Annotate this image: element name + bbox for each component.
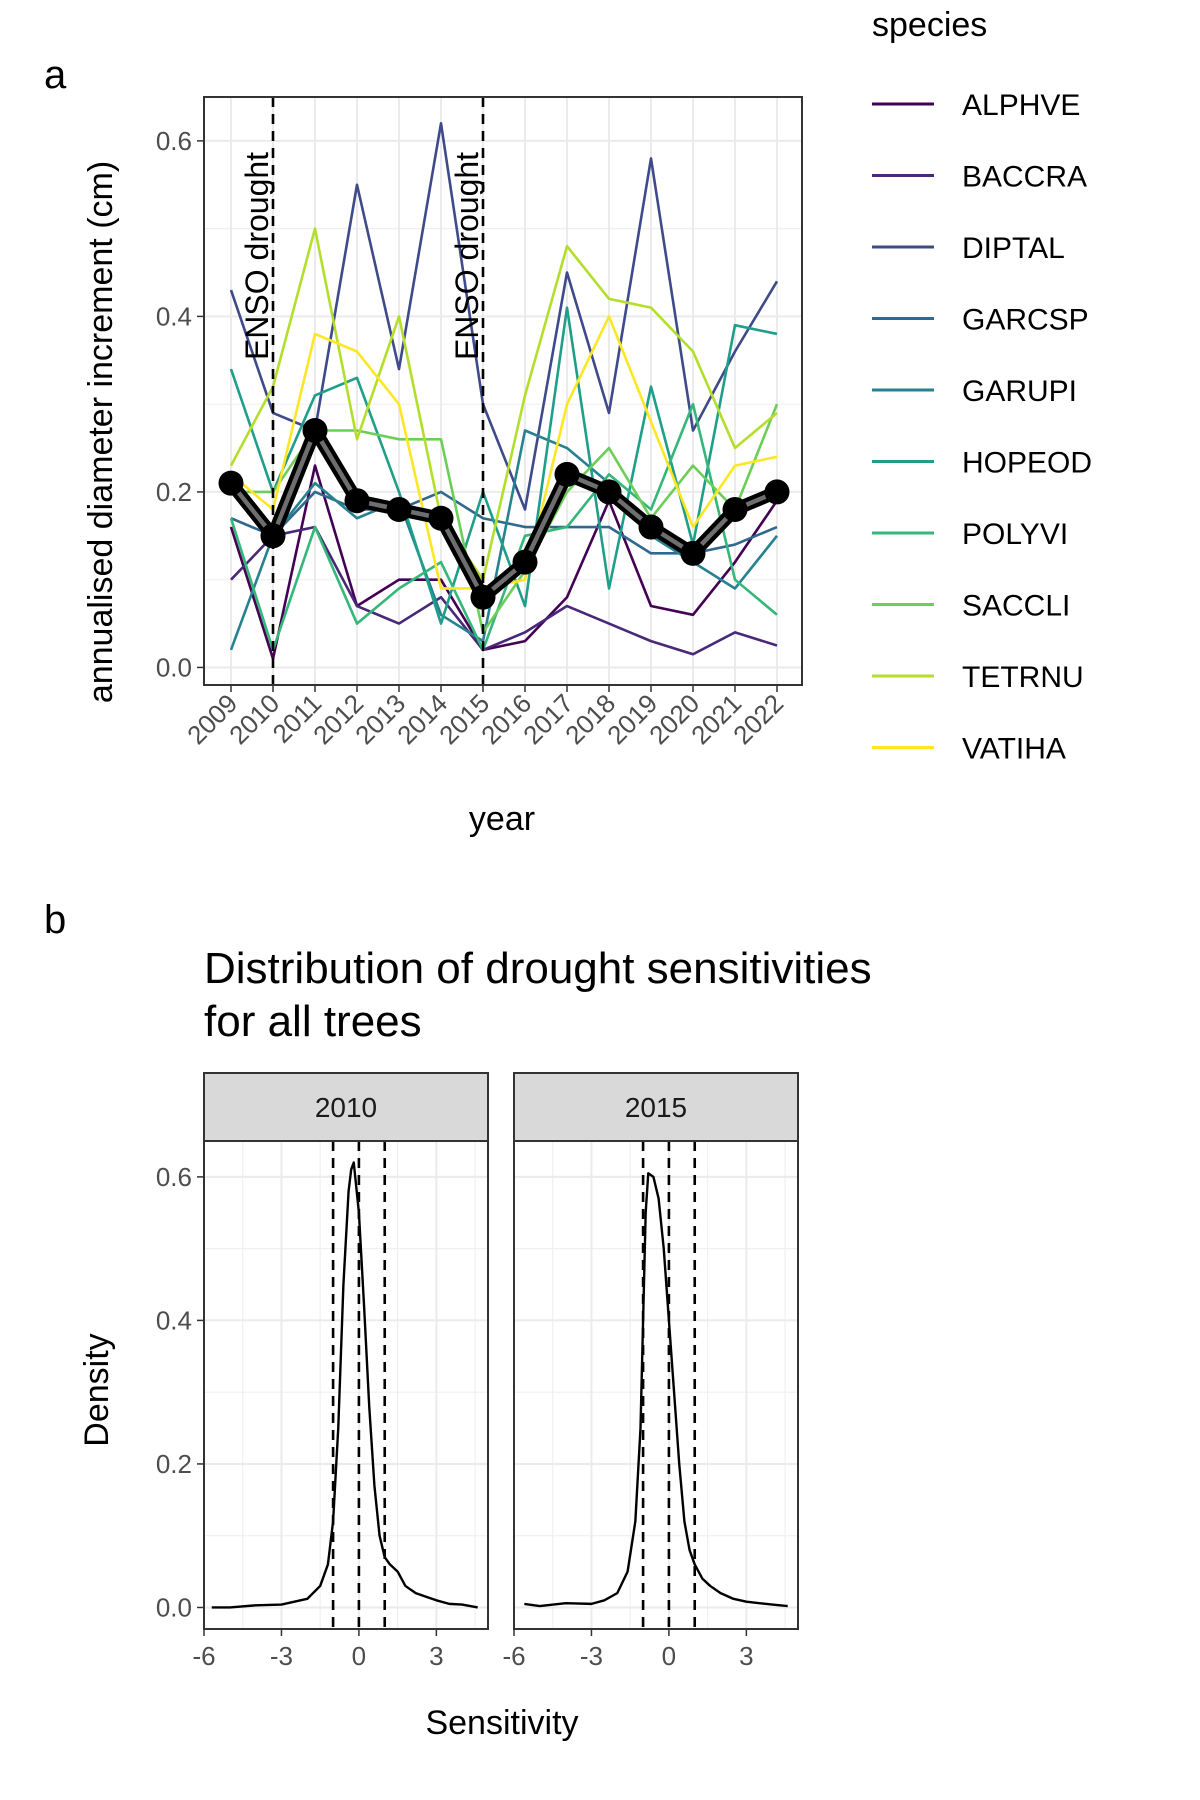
- legend-label-tetrnu: TETRNU: [962, 661, 1084, 694]
- series-line-tetrnu: [229, 227, 778, 581]
- panel-a-y-tick-label: 0.6: [156, 126, 192, 156]
- facet-x-tick-label: 0: [662, 1641, 676, 1671]
- panel-b-title-line2: for all trees: [204, 997, 422, 1046]
- legend-label-baccra: BACCRA: [962, 161, 1087, 194]
- facet-x-tick-label: -3: [580, 1641, 603, 1671]
- facet-x-tick-label: 0: [352, 1641, 366, 1671]
- facet-border: [203, 1140, 489, 1630]
- mean-point: [680, 540, 706, 566]
- legend-label-garcsp: GARCSP: [962, 304, 1089, 337]
- panel-a-y-axis-title: annualised diameter increment (cm): [82, 161, 120, 703]
- legend-label-diptal: DIPTAL: [962, 232, 1065, 265]
- panel-b-y-tick-label: 0.6: [156, 1162, 192, 1192]
- mean-point: [428, 505, 454, 531]
- enso-drought-label: ENSO drought: [239, 152, 275, 360]
- facet-border: [513, 1140, 799, 1630]
- panel-a-border: [203, 96, 803, 686]
- species-legend: ALPHVE BACCRA DIPTAL GARCSP GARUPI HOPEOD POLY…: [872, 89, 1092, 766]
- panel-a-y-tick-label: 0.0: [156, 652, 192, 682]
- facet-x-tick-label: -6: [192, 1641, 215, 1671]
- facet-x-tick-label: -6: [502, 1641, 525, 1671]
- panel-b-density-chart: 2010 -6 -3 0 3 2015 -6 -3 0 3 0.0 0.2 0.4 0.6: [156, 1072, 799, 1671]
- panel-b-y-tick-label: 0.0: [156, 1592, 192, 1622]
- panel-b-y-tick-label: 0.2: [156, 1449, 192, 1479]
- panel-a-x-axis-title: year: [469, 800, 535, 838]
- facet-strip-label: 2010: [315, 1092, 377, 1123]
- mean-point: [386, 496, 412, 522]
- density-curve-2010: [211, 1161, 478, 1609]
- panel-b-x-axis-title: Sensitivity: [425, 1704, 578, 1742]
- series-line-diptal: [229, 122, 779, 511]
- mean-point: [344, 488, 370, 514]
- panel-b-label: b: [44, 898, 66, 942]
- facet-x-tick-label: -3: [270, 1641, 293, 1671]
- legend-label-vatiha: VATIHA: [962, 733, 1066, 766]
- facet-x-tick-label: 3: [739, 1641, 753, 1671]
- mean-point: [260, 523, 286, 549]
- mean-point: [764, 479, 790, 505]
- legend-label-garupi: GARUPI: [962, 375, 1077, 408]
- legend-title: species: [872, 6, 987, 44]
- facet-background: [204, 1141, 488, 1629]
- panel-a-label: a: [44, 53, 67, 97]
- facet-strip-2015: [513, 1072, 799, 1142]
- panel-a-y-tick-label: 0.2: [156, 477, 192, 507]
- series-line-hopeod: [229, 306, 778, 625]
- enso-drought-label: ENSO drought: [449, 152, 485, 360]
- legend-label-alphve: ALPHVE: [962, 89, 1080, 122]
- mean-point: [218, 470, 244, 496]
- facet-x-tick-label: 3: [429, 1641, 443, 1671]
- facet-strip-label: 2015: [625, 1092, 687, 1123]
- facet-strip-2010: [203, 1072, 489, 1142]
- legend-label-polyvi: POLYVI: [962, 518, 1068, 551]
- panel-b-y-axis-title: Density: [78, 1333, 116, 1446]
- panel-a-y-tick-label: 0.4: [156, 301, 192, 331]
- mean-point: [302, 417, 328, 443]
- legend-label-hopeod: HOPEOD: [962, 447, 1092, 480]
- series-line-polyvi: [229, 402, 778, 652]
- mean-point: [596, 479, 622, 505]
- density-curve-2015: [524, 1172, 788, 1608]
- facet-background: [514, 1141, 798, 1629]
- mean-point: [554, 461, 580, 487]
- mean-point: [722, 496, 748, 522]
- panel-a-line-chart: 0.00.20.40.62009201020112012201320142015…: [156, 96, 803, 750]
- panel-b-y-tick-label: 0.4: [156, 1305, 192, 1335]
- legend-label-saccli: SACCLI: [962, 590, 1070, 623]
- panel-a-x-tick-label: 2022: [727, 688, 789, 750]
- mean-point: [638, 514, 664, 540]
- mean-point: [512, 549, 538, 575]
- panel-b-title-line1: Distribution of drought sensitivities: [204, 944, 872, 993]
